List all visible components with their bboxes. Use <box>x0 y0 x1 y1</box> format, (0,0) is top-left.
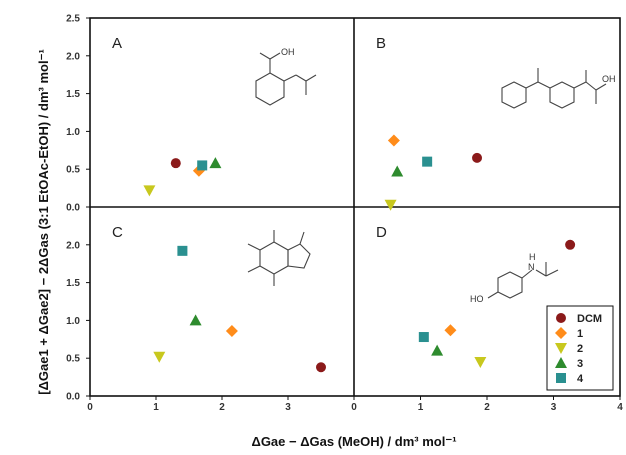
molecule-caffeine-structure <box>247 230 311 286</box>
point-b-series-dcm <box>472 152 483 163</box>
point-d-series-2 <box>474 356 487 368</box>
x-tick-label: 3 <box>285 402 291 413</box>
x-tick-label: 0 <box>351 402 357 413</box>
atom-label-oh-b: OH <box>602 74 616 84</box>
point-b-series-4 <box>422 156 433 167</box>
point-a-series-3 <box>209 157 222 169</box>
x-tick-label: 2 <box>484 402 490 413</box>
point-a-series-4 <box>197 160 208 171</box>
y-tick-label-bottom: 1.5 <box>66 278 80 289</box>
point-a-series-dcm <box>170 158 181 169</box>
atom-label-n-d: N <box>528 262 535 272</box>
x-tick-label: 1 <box>153 402 159 413</box>
molecule-paracetamol-structure: HO N H <box>470 252 559 304</box>
panel-frames <box>89 17 621 397</box>
point-b-series-1 <box>387 134 400 147</box>
legend-label-3: 3 <box>577 358 583 370</box>
point-b-series-3 <box>391 165 404 177</box>
point-c-series-4 <box>177 245 188 256</box>
point-d-series-1 <box>444 324 457 337</box>
tick-labels: 0.0 0.0 0.5 0.5 1.0 1.0 1.5 1.5 2.0 2.0 2.5 0 1 2 3 0 1 2… <box>66 14 623 414</box>
point-c-series-dcm <box>316 362 326 373</box>
y-axis-label: [ΔGae1 + ΔGae2] − 2ΔGas (3:1 EtOAc-EtOH)… <box>36 49 51 395</box>
point-d-series-3 <box>431 344 444 356</box>
data-points <box>143 134 576 373</box>
y-tick-label-top: 2.0 <box>66 51 80 62</box>
legend-label-4: 4 <box>577 373 584 385</box>
y-tick-label-top: 0.5 <box>66 165 80 176</box>
y-tick-label-top: 0.0 <box>66 203 80 214</box>
point-c-series-1 <box>225 324 238 337</box>
point-c-series-3 <box>189 314 202 326</box>
point-d-series-dcm <box>565 239 576 250</box>
y-tick-label-top: 2.5 <box>66 14 80 25</box>
legend-label-2: 2 <box>577 343 583 355</box>
panel-label-c: C <box>112 224 123 241</box>
point-d-series-4 <box>418 332 429 343</box>
y-tick-label-top: 1.5 <box>66 89 80 100</box>
atom-label-ho-d: HO <box>470 294 484 304</box>
panel-label-a: A <box>112 35 122 52</box>
panel-label-d: D <box>376 224 387 241</box>
point-c-series-2 <box>153 351 166 363</box>
molecule-ketoprofen-structure: OH <box>501 68 616 109</box>
y-tick-label-bottom: 0.5 <box>66 354 80 365</box>
y-tick-label-bottom: 2.0 <box>66 240 80 251</box>
x-tick-label: 1 <box>418 402 424 413</box>
atom-label-h-d: H <box>529 252 536 262</box>
point-b-series-2 <box>384 199 397 211</box>
x-tick-label: 3 <box>551 402 557 413</box>
x-axis-label: ΔGae − ΔGas (MeOH) / dm³ mol⁻¹ <box>251 434 456 449</box>
x-tick-label: 4 <box>617 402 623 413</box>
y-tick-label-bottom: 0.0 <box>66 392 80 403</box>
panel-labels: A B C D <box>112 35 387 241</box>
y-tick-label-bottom: 1.0 <box>66 316 80 327</box>
panel-label-b: B <box>376 35 386 52</box>
molecule-aspirin-structure: OH <box>255 47 317 106</box>
legend-marker-4 <box>556 373 566 383</box>
y-tick-label-top: 1.0 <box>66 127 80 138</box>
atom-label-oh-a: OH <box>281 47 295 57</box>
legend-label-dcm: DCM <box>577 313 602 325</box>
legend-marker-3 <box>555 357 567 368</box>
legend-marker-1 <box>555 327 567 339</box>
point-a-series-2 <box>143 185 156 197</box>
legend-label-1: 1 <box>577 328 583 340</box>
legend: DCM 1 2 3 4 <box>546 305 614 391</box>
x-tick-label: 0 <box>87 402 93 413</box>
legend-marker-2 <box>555 343 567 354</box>
x-tick-label: 2 <box>219 402 225 413</box>
legend-marker-dcm <box>556 313 566 323</box>
